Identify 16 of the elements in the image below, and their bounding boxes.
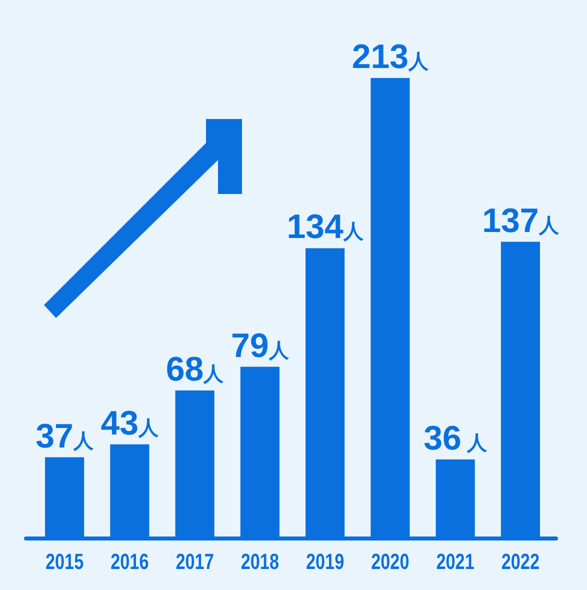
data-label: 68人 [166, 350, 225, 388]
data-label: 43人 [100, 404, 160, 442]
data-label: 213人 [352, 38, 430, 76]
x-tick-label: 2015 [45, 550, 84, 575]
data-label: 37人 [36, 417, 94, 456]
x-tick-label: 2016 [110, 550, 149, 575]
data-label: 137人 [482, 202, 560, 240]
x-tick-label: 2022 [501, 550, 540, 575]
x-tick-label: 2017 [176, 550, 214, 575]
x-tick-label: 2019 [306, 550, 344, 575]
x-tick-label: 2021 [436, 550, 474, 575]
x-tick-label: 2018 [240, 550, 280, 575]
data-label: 36 人 [424, 419, 488, 458]
data-label: 79人 [231, 326, 290, 365]
x-tick-label: 2020 [371, 550, 410, 575]
data-label: 134人 [286, 208, 364, 246]
